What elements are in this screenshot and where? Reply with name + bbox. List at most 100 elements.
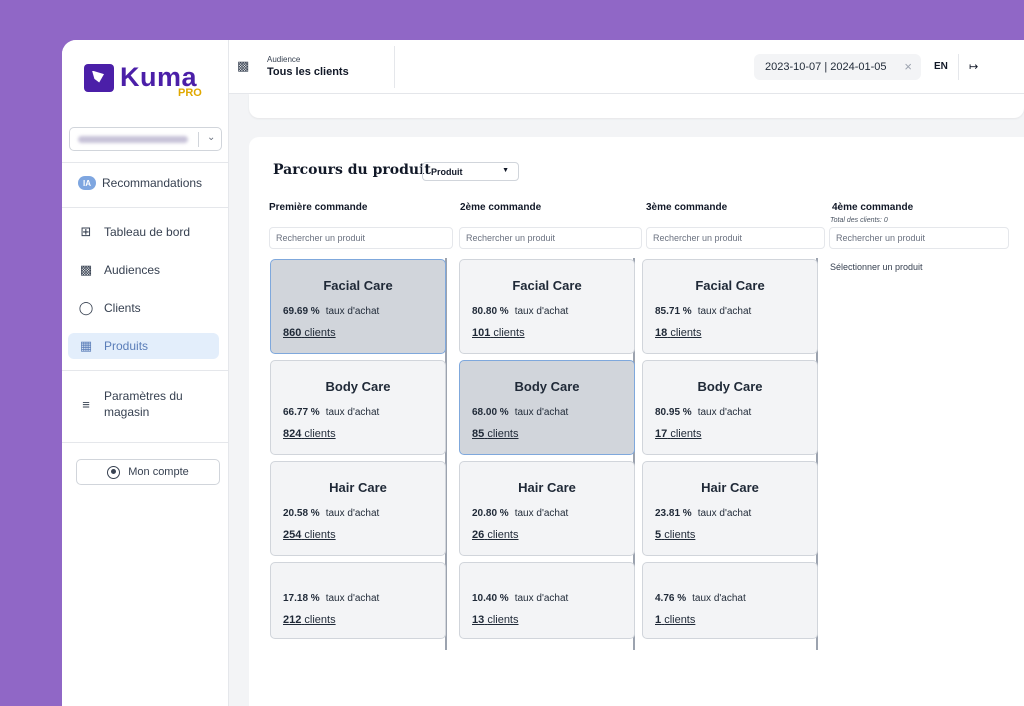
product-card[interactable]: Facial Care 80.80 % taux d'achat 101 clie… xyxy=(459,259,635,354)
clients-link[interactable]: 17 clients xyxy=(655,428,702,440)
clients-count: 101 xyxy=(472,327,491,339)
sidebar-item-label: Tableau de bord xyxy=(104,225,191,239)
clients-link[interactable]: 13 clients xyxy=(472,614,519,626)
clients-count: 254 xyxy=(283,529,302,541)
clients-link[interactable]: 860 clients xyxy=(283,327,336,339)
sidebar-item-audiences[interactable]: ▩ Audiences xyxy=(68,257,219,283)
product-card[interactable]: Body Care 80.95 % taux d'achat 17 clients xyxy=(642,360,818,455)
account-icon xyxy=(107,465,121,479)
sidebar-item-recommendations[interactable]: IA Recommandations xyxy=(68,170,219,196)
section-title: Parcours du produit xyxy=(273,162,431,178)
logout-icon[interactable]: ↦ xyxy=(969,61,979,73)
column-title-2: 2ème commande xyxy=(460,202,542,213)
product-name: Hair Care xyxy=(329,480,387,495)
product-card[interactable]: Body Care 68.00 % taux d'achat 85 clients xyxy=(459,360,635,455)
account-button-label: Mon compte xyxy=(128,466,189,478)
purchase-rate-label: taux d'achat xyxy=(514,407,569,418)
sidebar-divider xyxy=(62,207,229,208)
purchase-rate: 85.71 % taux d'achat xyxy=(655,306,751,317)
grid-icon: ⊞ xyxy=(80,224,92,239)
logo[interactable]: Kuma xyxy=(84,62,197,93)
sidebar-item-dashboard[interactable]: ⊞ Tableau de bord xyxy=(68,219,219,245)
product-card[interactable]: Hair Care 23.81 % taux d'achat 5 clients xyxy=(642,461,818,556)
kuma-logo-icon xyxy=(84,63,114,92)
purchase-rate: 69.69 % taux d'achat xyxy=(283,306,379,317)
top-header: ▩ Audience Tous les clients 2023-10-07 |… xyxy=(229,40,1024,94)
product-search-input-2[interactable]: Rechercher un produit xyxy=(459,227,642,249)
purchase-rate: 66.77 % taux d'achat xyxy=(283,407,379,418)
sidebar-item-label: Recommandations xyxy=(102,176,203,190)
clients-count: 5 xyxy=(655,529,662,541)
clients-link[interactable]: 5 clients xyxy=(655,529,695,541)
product-card[interactable]: Hair Care 20.80 % taux d'achat 26 clients xyxy=(459,461,635,556)
product-search-input-1[interactable]: Rechercher un produit xyxy=(269,227,453,249)
sidebar-item-store-settings[interactable]: ≡ Paramètres du magasin xyxy=(68,386,219,422)
clients-link[interactable]: 212 clients xyxy=(283,614,336,626)
brand-name: Kuma xyxy=(120,62,198,92)
purchase-rate-value: 80.95 % xyxy=(655,407,692,418)
purchase-rate: 20.80 % taux d'achat xyxy=(472,508,568,519)
purchase-rate-label: taux d'achat xyxy=(697,508,752,519)
purchase-rate-value: 69.69 % xyxy=(283,306,320,317)
select-product-hint: Sélectionner un produit xyxy=(830,262,923,272)
purchase-rate: 20.58 % taux d'achat xyxy=(283,508,379,519)
product-card[interactable]: 10.40 % taux d'achat 13 clients xyxy=(459,562,635,639)
product-card[interactable]: Hair Care 20.58 % taux d'achat 254 client… xyxy=(270,461,446,556)
audience-selector[interactable]: Tous les clients xyxy=(267,66,349,78)
sidebar-item-products[interactable]: ▦ Produits xyxy=(68,333,219,359)
product-name: Body Care xyxy=(697,379,763,394)
purchase-rate-value: 10.40 % xyxy=(472,593,509,604)
column-scrollbar-3[interactable] xyxy=(816,258,818,650)
journey-type-select[interactable]: Produit ▼ xyxy=(422,162,519,181)
purchase-rate-label: taux d'achat xyxy=(514,593,569,604)
audience-label: Audience xyxy=(267,55,301,64)
clients-count: 824 xyxy=(283,428,302,440)
clients-link[interactable]: 101 clients xyxy=(472,327,525,339)
app-window: Kuma PRO ⌄ IA Recommandations ⊞ Tableau … xyxy=(62,40,1024,706)
clients-link[interactable]: 18 clients xyxy=(655,327,702,339)
date-range-picker[interactable]: 2023-10-07 | 2024-01-05 × xyxy=(754,54,921,80)
language-switch[interactable]: EN xyxy=(934,61,948,72)
product-card[interactable]: Body Care 66.77 % taux d'achat 824 client… xyxy=(270,360,446,455)
column-title-3: 3ème commande xyxy=(646,202,728,213)
product-card[interactable]: Facial Care 85.71 % taux d'achat 18 clien… xyxy=(642,259,818,354)
purchase-rate-value: 80.80 % xyxy=(472,306,509,317)
purchase-rate-label: taux d'achat xyxy=(325,306,380,317)
clients-link[interactable]: 254 clients xyxy=(283,529,336,541)
sliders-icon: ≡ xyxy=(82,396,90,412)
column-scrollbar-2[interactable] xyxy=(633,258,635,650)
purchase-rate-value: 17.18 % xyxy=(283,593,320,604)
purchase-rate-label: taux d'achat xyxy=(514,306,569,317)
close-icon[interactable]: × xyxy=(904,59,912,74)
clients-link[interactable]: 1 clients xyxy=(655,614,695,626)
column-scrollbar-1[interactable] xyxy=(445,258,447,650)
product-card[interactable]: 17.18 % taux d'achat 212 clients xyxy=(270,562,446,639)
purchase-rate: 23.81 % taux d'achat xyxy=(655,508,751,519)
clients-link[interactable]: 85 clients xyxy=(472,428,519,440)
store-select[interactable]: ⌄ xyxy=(69,127,222,151)
purchase-rate-label: taux d'achat xyxy=(514,508,569,519)
sidebar-item-label: Clients xyxy=(104,301,141,315)
clients-link[interactable]: 824 clients xyxy=(283,428,336,440)
store-select-divider xyxy=(198,132,199,147)
clients-suffix: clients xyxy=(304,428,336,440)
product-card[interactable]: Facial Care 69.69 % taux d'achat 860 clie… xyxy=(270,259,446,354)
clients-suffix: clients xyxy=(304,529,336,541)
product-search-input-4[interactable]: Rechercher un produit xyxy=(829,227,1009,249)
purchase-rate-label: taux d'achat xyxy=(325,508,380,519)
purchase-rate-value: 23.81 % xyxy=(655,508,692,519)
purchase-rate-label: taux d'achat xyxy=(697,407,752,418)
clients-count: 18 xyxy=(655,327,668,339)
clients-suffix: clients xyxy=(304,327,336,339)
product-name: Hair Care xyxy=(701,480,759,495)
sidebar-item-label: Produits xyxy=(104,339,149,353)
purchase-rate-value: 20.80 % xyxy=(472,508,509,519)
product-card[interactable]: 4.76 % taux d'achat 1 clients xyxy=(642,562,818,639)
audience-icon: ▩ xyxy=(237,58,250,73)
account-button[interactable]: Mon compte xyxy=(76,459,220,485)
sidebar-item-clients[interactable]: ◯ Clients xyxy=(68,295,219,321)
clients-suffix: clients xyxy=(487,529,519,541)
product-search-input-3[interactable]: Rechercher un produit xyxy=(646,227,825,249)
clients-link[interactable]: 26 clients xyxy=(472,529,519,541)
clients-count: 860 xyxy=(283,327,302,339)
